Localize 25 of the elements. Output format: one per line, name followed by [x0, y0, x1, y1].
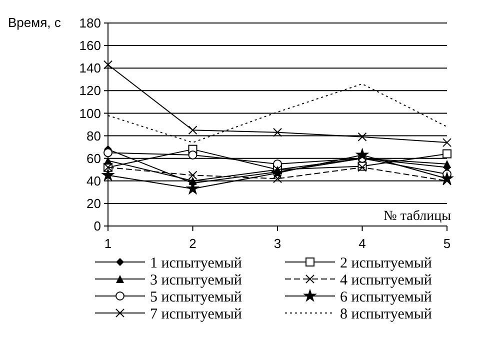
x-tick-label: 4 [358, 236, 366, 251]
legend-label: 8 испытуемый [340, 306, 432, 322]
y-tick-label: 140 [79, 60, 101, 76]
legend-label: 3 испытуемый [150, 272, 242, 288]
x-tick-label: 5 [443, 236, 451, 251]
y-tick-label: 60 [86, 150, 101, 166]
y-tick-label: 100 [79, 106, 101, 121]
y-tick-label: 120 [79, 83, 101, 98]
y-tick-label: 20 [86, 196, 101, 211]
legend-label: 1 испытуемый [150, 255, 242, 272]
legend-label: 4 испытуемый [340, 272, 432, 288]
y-tick-label: 40 [86, 173, 101, 188]
x-tick-label: 1 [104, 236, 112, 251]
x-axis-title: № таблицы [383, 209, 452, 224]
y-tick-label: 0 [94, 218, 101, 234]
legend-label: 6 испытуемый [340, 289, 432, 306]
legend-label: 5 испытуемый [150, 289, 242, 306]
y-tick-label: 160 [79, 38, 101, 54]
legend-label: 2 испытуемый [340, 255, 432, 272]
y-axis-title: Время, с [8, 15, 62, 30]
x-tick-label: 3 [274, 236, 282, 251]
x-tick-label: 2 [189, 236, 196, 251]
y-tick-label: 80 [86, 128, 101, 144]
y-tick-label: 180 [79, 16, 101, 31]
legend-label: 7 испытуемый [150, 306, 242, 322]
